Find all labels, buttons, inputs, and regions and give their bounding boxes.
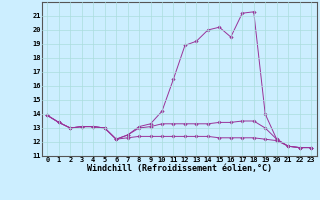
X-axis label: Windchill (Refroidissement éolien,°C): Windchill (Refroidissement éolien,°C) (87, 164, 272, 173)
